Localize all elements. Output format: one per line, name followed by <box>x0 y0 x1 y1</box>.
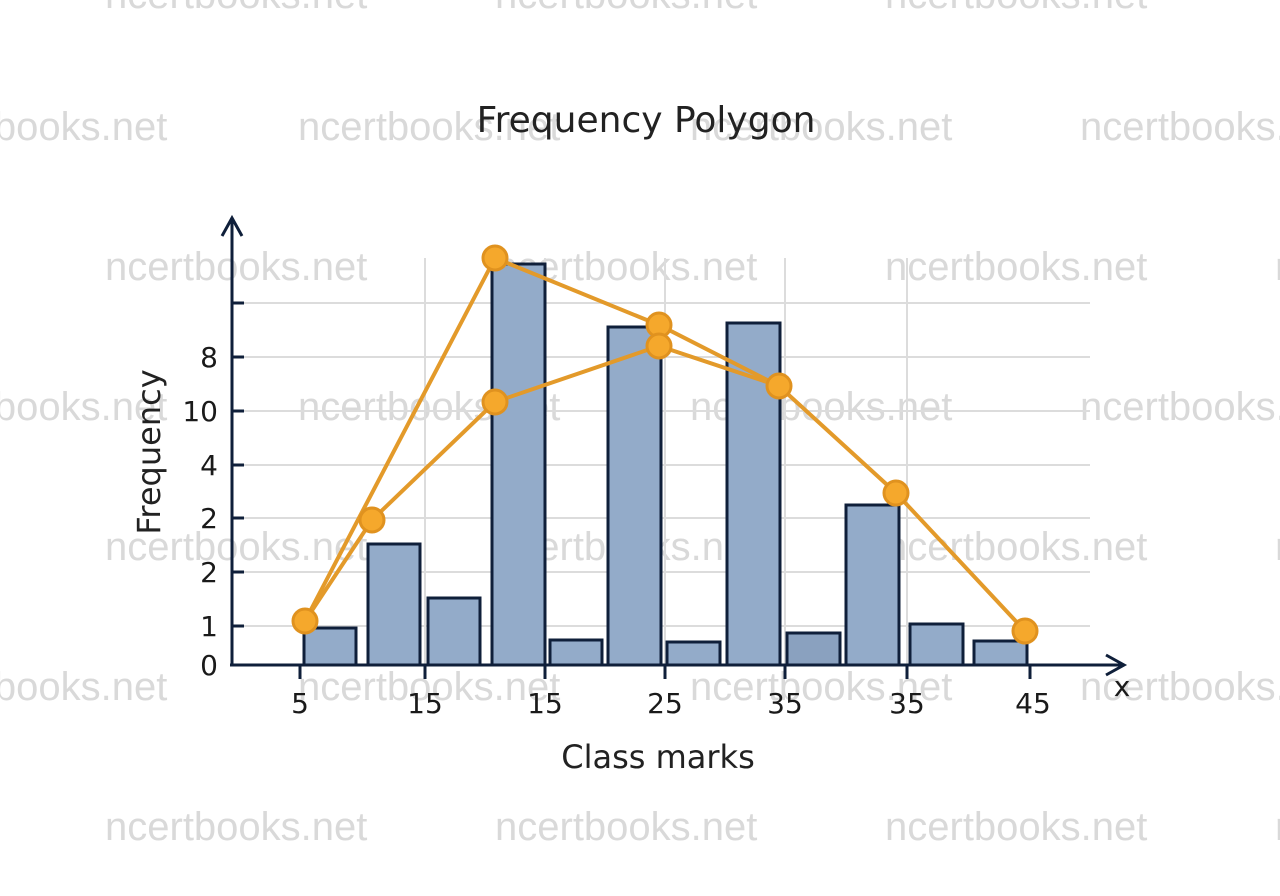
x-axis-end-label: x <box>1114 670 1131 703</box>
watermark-text: ncertbooks.net <box>690 665 952 709</box>
y-tick: 2 <box>200 502 218 535</box>
y-tick: 0 <box>200 649 218 682</box>
bar <box>908 622 965 667</box>
axes <box>220 214 1128 679</box>
y-tick: 2 <box>200 556 218 589</box>
x-tick: 35 <box>889 687 925 720</box>
data-point <box>481 244 509 272</box>
watermark-text: ncertbooks.net <box>0 385 167 429</box>
histogram-bars <box>302 262 1029 667</box>
polygon-points <box>291 244 1039 645</box>
y-tick: 4 <box>200 449 218 482</box>
watermark-text: ncertbooks.net <box>885 525 1147 569</box>
watermark-text: ncertbooks.net <box>885 805 1147 849</box>
bar <box>548 638 604 667</box>
watermark-text: ncertbooks.net <box>1275 245 1280 289</box>
watermark-text: ncertbooks.net <box>0 665 167 709</box>
data-point <box>645 332 673 360</box>
bar <box>785 631 842 667</box>
y-tick: 10 <box>182 395 218 428</box>
bar <box>972 639 1029 667</box>
x-tick: 5 <box>291 687 309 720</box>
watermark-text: ncertbooks.net <box>1080 105 1280 149</box>
bar <box>844 503 901 667</box>
watermark-text: ncertbooks.net <box>105 0 367 17</box>
watermark-text: ncertbooks.net <box>0 105 167 149</box>
watermark-text: ncertbooks.net <box>690 105 952 149</box>
bar <box>302 626 358 667</box>
x-tick: 15 <box>527 687 563 720</box>
y-tick: 8 <box>200 341 218 374</box>
watermark-text: ncertbooks.net <box>885 245 1147 289</box>
data-point <box>882 479 910 507</box>
y-axis-arrow-icon <box>220 214 244 237</box>
y-tick: 1 <box>200 610 218 643</box>
bar <box>665 640 722 667</box>
watermark-text: ncertbooks.net <box>495 805 757 849</box>
watermark-text: ncertbooks.net <box>105 245 367 289</box>
watermark-text: ncertbooks.net <box>885 0 1147 17</box>
data-point <box>481 388 509 416</box>
watermark-text: ncertbooks.net <box>105 525 367 569</box>
y-axis-label: Frequency <box>130 369 168 534</box>
bar <box>426 596 482 667</box>
x-axis-arrow-icon <box>1105 653 1128 677</box>
data-point <box>1011 617 1039 645</box>
watermark-text: ncertbooks.net <box>1275 525 1280 569</box>
watermark-text: ncertbooks.net <box>298 665 560 709</box>
x-axis-label: Class marks <box>561 738 755 776</box>
watermark-text: ncertbooks.net <box>1275 805 1280 849</box>
watermark-text: ncertbooks.net <box>495 0 757 17</box>
data-point <box>765 372 793 400</box>
x-tick: 15 <box>407 687 443 720</box>
chart-title: Frequency Polygon <box>477 100 816 141</box>
x-tick-labels: 5 15 15 25 35 35 45 <box>291 687 1051 720</box>
watermark-text: ncertbooks.net <box>105 805 367 849</box>
bar <box>490 262 547 667</box>
watermark-layer: ncertbooks.net ncertbooks.net ncertbooks.n… <box>0 0 1280 849</box>
x-tick: 25 <box>647 687 683 720</box>
x-tick: 35 <box>767 687 803 720</box>
y-tick-labels: 0 1 2 2 4 10 8 <box>182 341 218 682</box>
watermark-text: ncertbooks.net <box>1080 385 1280 429</box>
bar <box>606 325 663 667</box>
x-tick: 45 <box>1015 687 1051 720</box>
bar <box>366 542 422 667</box>
watermark-text: ncertbooks.net <box>298 105 560 149</box>
data-point <box>291 607 319 635</box>
data-point <box>358 506 386 534</box>
